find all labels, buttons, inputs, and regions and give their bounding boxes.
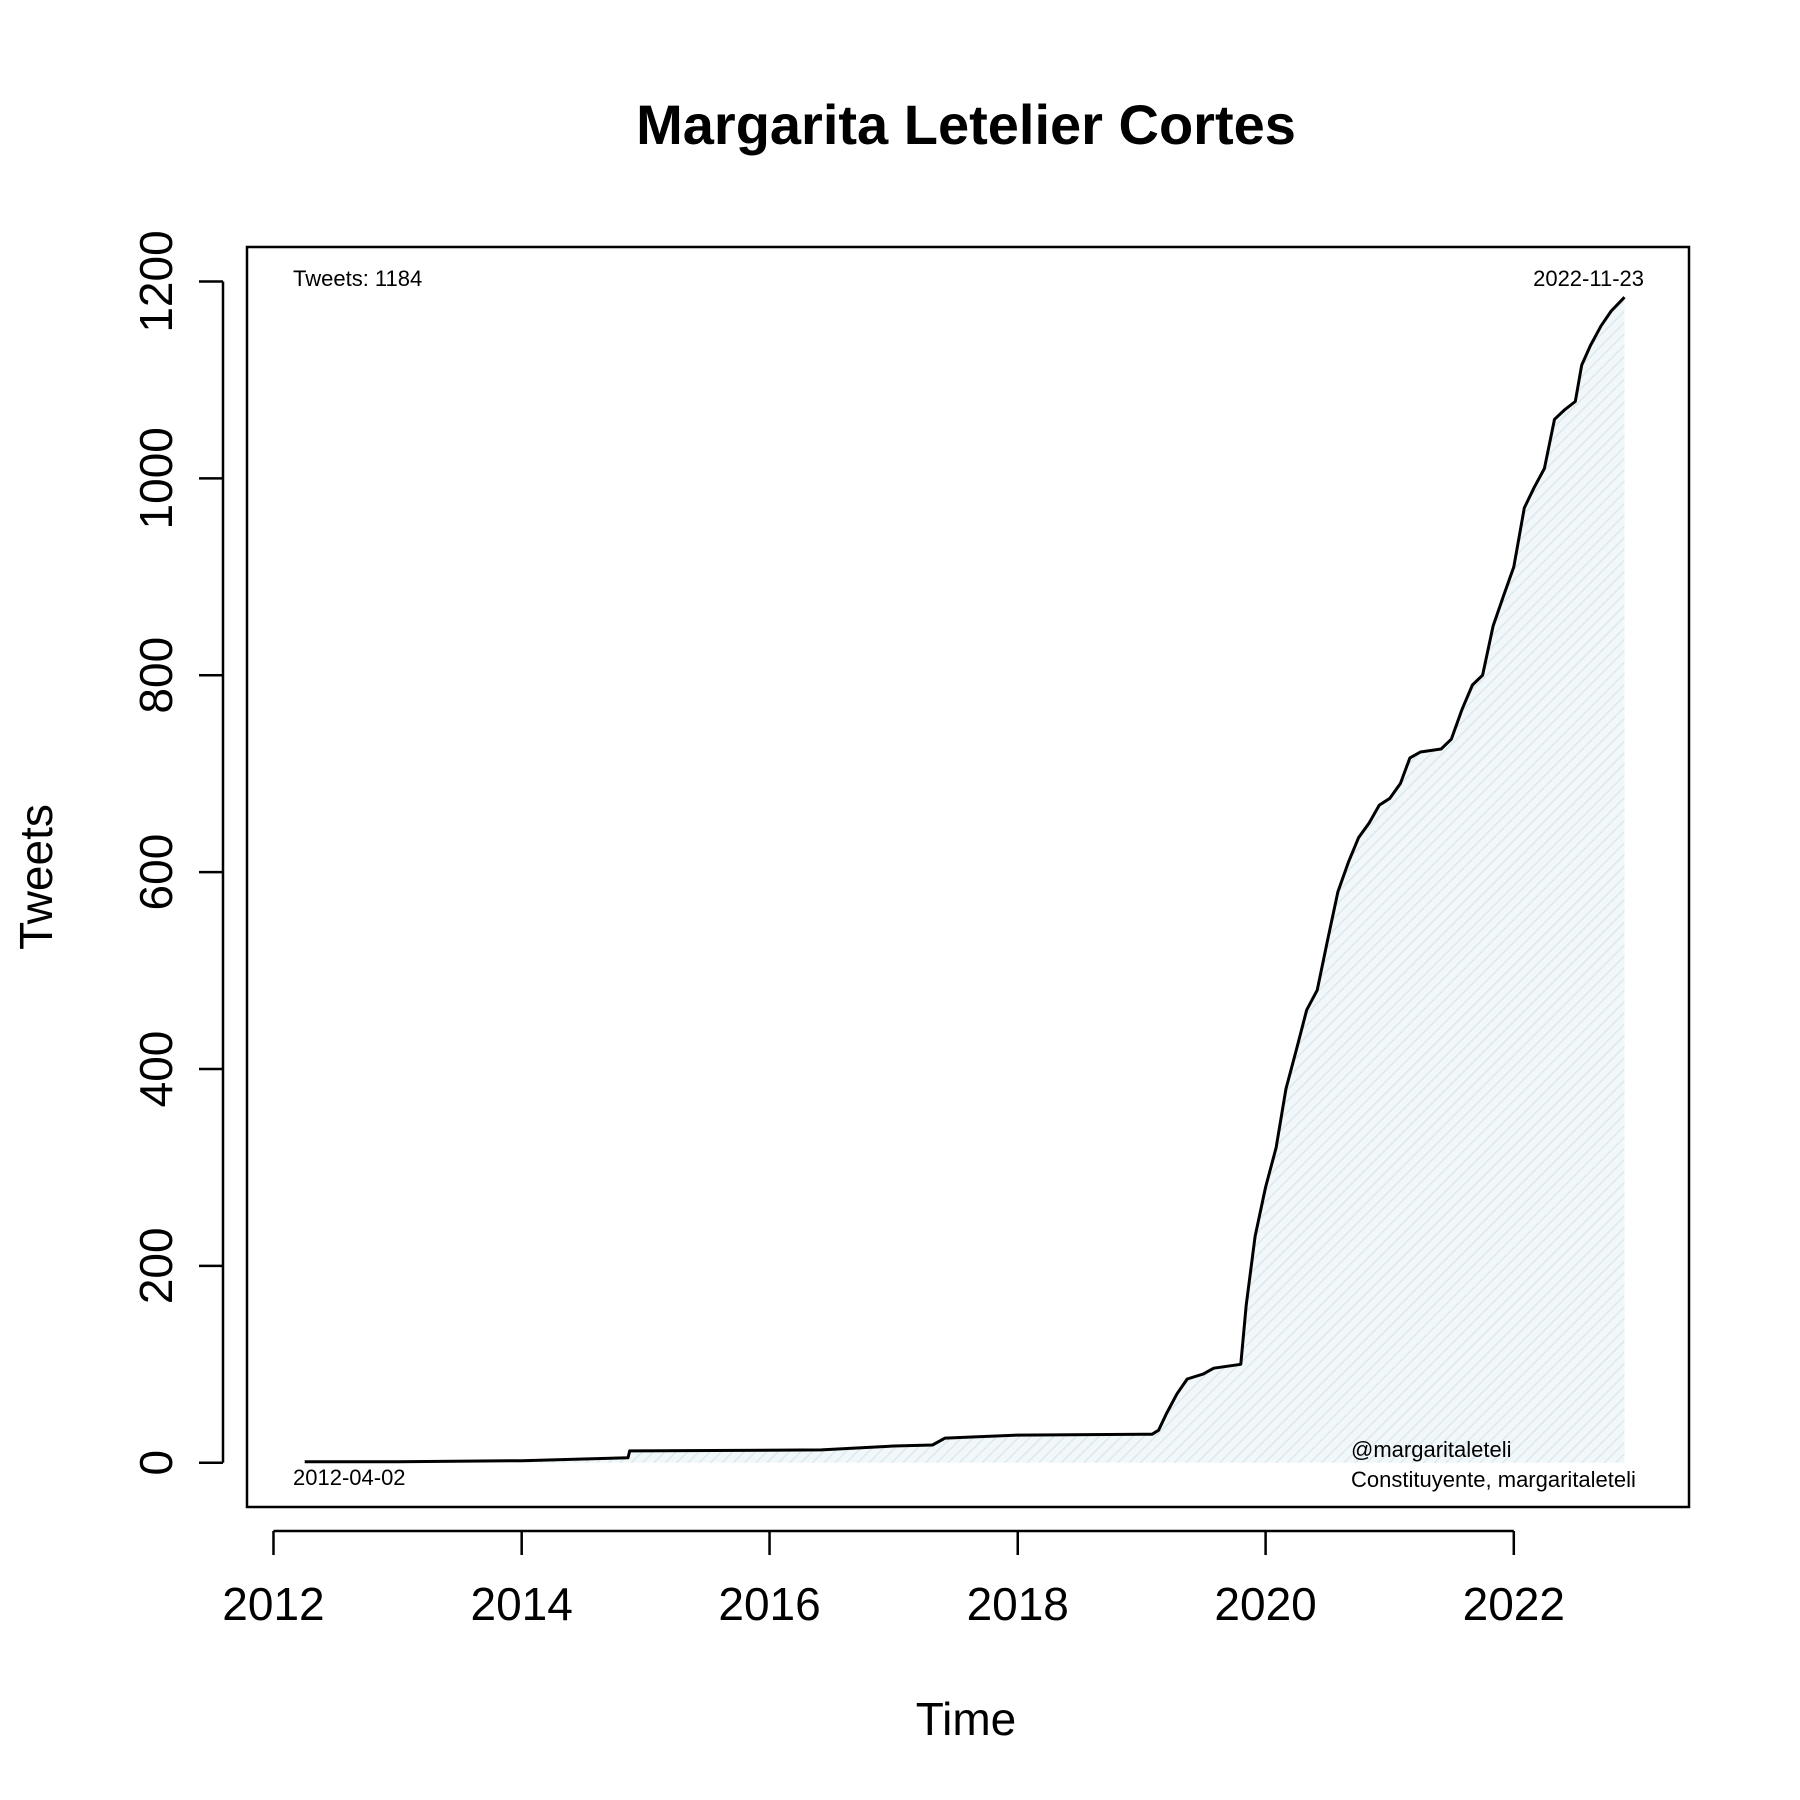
- y-tick-label: 0: [130, 1450, 182, 1476]
- plot-frame: [245, 245, 1691, 1509]
- y-axis: 0 200 400 600 800 1000 1200: [130, 230, 225, 1476]
- y-tick-label: 1000: [130, 427, 182, 529]
- series-area-fill: [304, 297, 1625, 1463]
- x-axis: 2012 2014 2016 2018 2020 2022: [222, 1529, 1565, 1630]
- x-axis-title: Time: [916, 1693, 1017, 1745]
- x-tick-label: 2016: [718, 1578, 820, 1630]
- y-tick-label: 400: [130, 1031, 182, 1108]
- x-tick-label: 2022: [1463, 1578, 1565, 1630]
- plot-area: [304, 296, 1626, 1464]
- total-tweets-label: Tweets: 1184: [293, 266, 422, 291]
- end-date-label: 2022-11-23: [1533, 266, 1644, 291]
- y-tick-label: 200: [130, 1227, 182, 1304]
- start-date-label: 2012-04-02: [293, 1465, 406, 1490]
- series-line: [304, 296, 1626, 1464]
- chart-title: Margarita Letelier Cortes: [636, 93, 1296, 156]
- y-axis-title: Tweets: [10, 804, 62, 950]
- y-tick-label: 1200: [130, 230, 182, 332]
- x-tick-label: 2018: [967, 1578, 1069, 1630]
- handle-label: @margaritaleteli: [1351, 1437, 1512, 1462]
- y-tick-label: 600: [130, 834, 182, 911]
- y-tick-label: 800: [130, 637, 182, 714]
- x-tick-label: 2014: [471, 1578, 573, 1630]
- x-tick-label: 2012: [222, 1578, 324, 1630]
- x-tick-label: 2020: [1214, 1578, 1316, 1630]
- description-label: Constituyente, margaritaleteli: [1351, 1467, 1636, 1492]
